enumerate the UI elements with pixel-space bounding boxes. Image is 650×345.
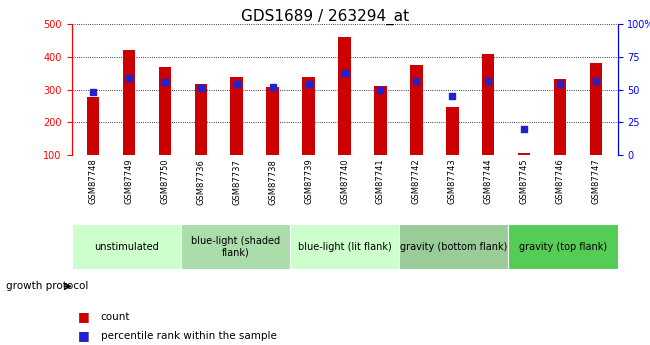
Text: GSM87742: GSM87742 bbox=[412, 159, 421, 204]
Text: GSM87744: GSM87744 bbox=[484, 159, 493, 204]
Text: GSM87745: GSM87745 bbox=[519, 159, 528, 204]
Text: GSM87750: GSM87750 bbox=[161, 159, 170, 204]
Bar bbox=[399, 224, 508, 269]
Text: GSM87740: GSM87740 bbox=[340, 159, 349, 204]
Text: ■: ■ bbox=[78, 310, 90, 323]
Bar bbox=[302, 77, 315, 155]
Text: blue-light (lit flank): blue-light (lit flank) bbox=[298, 242, 391, 252]
Point bbox=[304, 82, 314, 87]
Point bbox=[411, 78, 422, 83]
Bar bbox=[266, 87, 279, 155]
Point bbox=[483, 78, 493, 83]
Bar bbox=[290, 224, 399, 269]
Point bbox=[519, 126, 529, 132]
Point bbox=[555, 82, 566, 87]
Point bbox=[447, 93, 458, 99]
Bar bbox=[446, 107, 458, 155]
Text: GSM87746: GSM87746 bbox=[556, 159, 565, 205]
Bar bbox=[159, 67, 171, 155]
Bar bbox=[482, 53, 495, 155]
Bar bbox=[181, 224, 290, 269]
Bar bbox=[374, 86, 387, 155]
Point bbox=[124, 75, 134, 81]
Text: GSM87736: GSM87736 bbox=[196, 159, 205, 205]
Text: GSM87738: GSM87738 bbox=[268, 159, 277, 205]
Bar bbox=[123, 50, 135, 155]
Text: gravity (top flank): gravity (top flank) bbox=[519, 242, 607, 252]
Point bbox=[267, 84, 278, 90]
Text: gravity (bottom flank): gravity (bottom flank) bbox=[400, 242, 508, 252]
Point bbox=[339, 70, 350, 76]
Bar bbox=[86, 97, 99, 155]
Text: percentile rank within the sample: percentile rank within the sample bbox=[101, 331, 277, 341]
Text: GSM87741: GSM87741 bbox=[376, 159, 385, 204]
Text: GSM87749: GSM87749 bbox=[124, 159, 133, 204]
Bar bbox=[410, 65, 422, 155]
Text: GSM87739: GSM87739 bbox=[304, 159, 313, 205]
Point bbox=[231, 82, 242, 87]
Bar bbox=[554, 79, 566, 155]
Text: GSM87748: GSM87748 bbox=[88, 159, 98, 205]
Bar bbox=[518, 152, 530, 155]
Point bbox=[591, 78, 601, 83]
Point bbox=[160, 79, 170, 85]
Text: ■: ■ bbox=[78, 329, 90, 342]
Text: GSM87747: GSM87747 bbox=[592, 159, 601, 205]
Text: count: count bbox=[101, 312, 130, 322]
Text: GDS1689 / 263294_at: GDS1689 / 263294_at bbox=[241, 9, 409, 25]
Text: GSM87743: GSM87743 bbox=[448, 159, 457, 205]
Text: blue-light (shaded
flank): blue-light (shaded flank) bbox=[190, 236, 280, 257]
Bar bbox=[231, 77, 243, 155]
Text: growth protocol: growth protocol bbox=[6, 282, 89, 291]
Point bbox=[88, 90, 98, 95]
Point bbox=[375, 87, 385, 92]
Bar bbox=[338, 37, 351, 155]
Point bbox=[196, 86, 206, 91]
Bar bbox=[508, 224, 618, 269]
Bar bbox=[194, 85, 207, 155]
Text: GSM87737: GSM87737 bbox=[232, 159, 241, 205]
Bar bbox=[72, 224, 181, 269]
Bar bbox=[590, 63, 603, 155]
Text: unstimulated: unstimulated bbox=[94, 242, 159, 252]
